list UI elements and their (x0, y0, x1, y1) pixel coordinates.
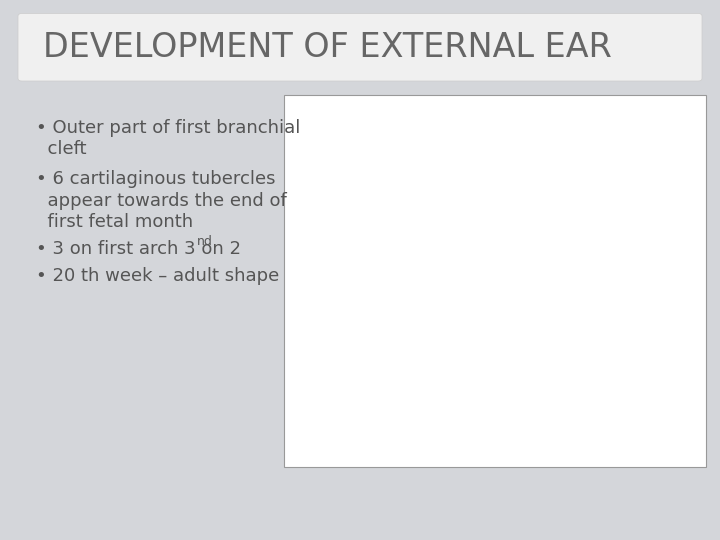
Text: • 6 cartilaginous tubercles: • 6 cartilaginous tubercles (36, 170, 276, 188)
Ellipse shape (342, 210, 466, 338)
Text: 4: 4 (539, 105, 547, 118)
Polygon shape (578, 156, 652, 252)
Text: first fetal month: first fetal month (36, 213, 193, 231)
Text: nd: nd (197, 235, 212, 248)
Ellipse shape (420, 207, 471, 267)
Ellipse shape (429, 303, 462, 346)
Ellipse shape (341, 301, 417, 393)
Polygon shape (553, 181, 574, 207)
Ellipse shape (340, 262, 444, 336)
Ellipse shape (436, 388, 472, 409)
Polygon shape (313, 105, 478, 399)
Text: 3: 3 (673, 157, 681, 170)
Text: appear towards the end of: appear towards the end of (36, 192, 287, 210)
Text: • 20 th week – adult shape: • 20 th week – adult shape (36, 267, 279, 285)
Text: cleft: cleft (36, 140, 86, 158)
Ellipse shape (567, 246, 605, 272)
Text: • Outer part of first branchial: • Outer part of first branchial (36, 119, 300, 137)
Text: 5: 5 (557, 241, 566, 254)
Text: 6: 6 (594, 267, 603, 280)
Ellipse shape (390, 347, 451, 398)
Ellipse shape (441, 253, 490, 293)
Polygon shape (530, 105, 681, 266)
Ellipse shape (388, 170, 403, 186)
Text: 2: 2 (669, 186, 678, 199)
Text: DEVELOPMENT OF EXTERNAL EAR: DEVELOPMENT OF EXTERNAL EAR (43, 31, 612, 64)
Text: • 3 on first arch 3 on 2: • 3 on first arch 3 on 2 (36, 240, 241, 258)
Text: 1: 1 (656, 215, 665, 228)
Ellipse shape (317, 110, 400, 194)
Polygon shape (333, 189, 362, 207)
